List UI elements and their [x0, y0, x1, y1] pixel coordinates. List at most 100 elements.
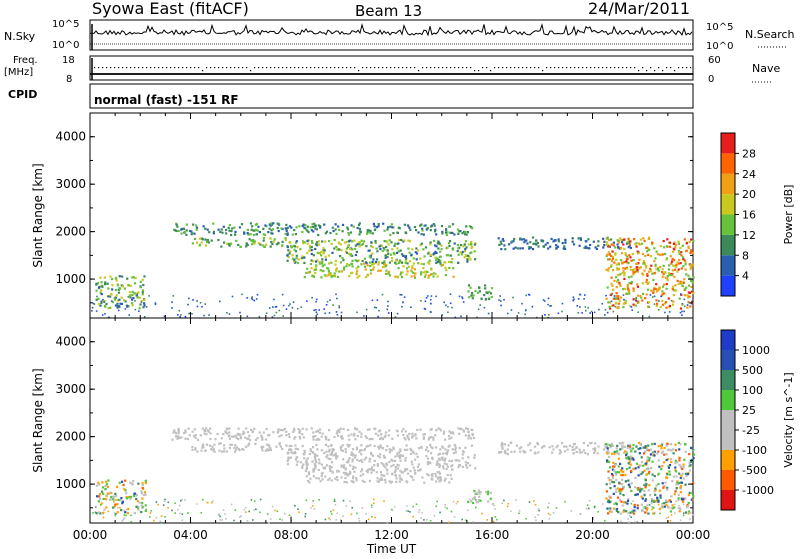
- data-cell: [246, 520, 249, 522]
- data-cell: [167, 501, 170, 504]
- data-cell: [683, 259, 686, 262]
- data-cell: [629, 446, 632, 450]
- data-cell: [358, 222, 361, 225]
- data-cell: [329, 458, 332, 461]
- data-cell: [632, 458, 635, 461]
- data-cell: [131, 304, 134, 307]
- data-cell: [93, 303, 96, 305]
- data-cell: [313, 462, 316, 466]
- data-cell: [450, 510, 453, 513]
- freq-point: [654, 70, 656, 72]
- data-cell: [102, 511, 105, 514]
- data-cell: [528, 246, 531, 249]
- data-cell: [450, 465, 453, 468]
- data-cell: [645, 463, 648, 466]
- data-cell: [612, 310, 615, 313]
- data-cell: [612, 461, 615, 464]
- data-cell: [613, 261, 616, 264]
- data-cell: [386, 240, 389, 243]
- data-cell: [426, 463, 430, 466]
- data-cell: [191, 313, 193, 315]
- data-cell: [661, 299, 664, 302]
- data-cell: [628, 254, 631, 257]
- data-cell: [440, 225, 444, 228]
- data-cell: [429, 229, 432, 232]
- data-cell: [237, 427, 240, 430]
- data-cell: [619, 442, 623, 445]
- data-cell: [143, 298, 146, 301]
- data-cell: [327, 267, 330, 270]
- data-cell: [451, 306, 453, 309]
- data-cell: [426, 519, 428, 521]
- data-cell: [458, 295, 461, 298]
- data-cell: [582, 449, 586, 452]
- data-cell: [217, 514, 220, 516]
- data-cell: [626, 446, 629, 449]
- data-cell: [333, 274, 336, 277]
- freq-point: [414, 67, 416, 69]
- data-cell: [434, 230, 437, 233]
- data-cell: [420, 233, 423, 236]
- data-cell: [124, 300, 127, 303]
- data-cell: [363, 448, 366, 452]
- data-cell: [311, 225, 315, 229]
- data-cell: [249, 439, 252, 442]
- data-cell: [583, 298, 585, 300]
- data-cell: [176, 435, 179, 438]
- data-cell: [616, 280, 619, 283]
- data-cell: [139, 280, 142, 283]
- data-cell: [122, 518, 125, 521]
- data-cell: [301, 445, 304, 448]
- data-cell: [611, 255, 614, 259]
- data-cell: [451, 248, 455, 251]
- data-cell: [411, 463, 414, 466]
- data-cell: [340, 437, 344, 440]
- data-cell: [243, 231, 246, 234]
- data-cell: [615, 294, 618, 298]
- data-cell: [461, 453, 464, 456]
- freq-point: [410, 67, 412, 69]
- data-cell: [473, 496, 476, 499]
- data-cell: [95, 289, 98, 292]
- data-cell: [624, 267, 627, 270]
- data-cell: [199, 434, 202, 437]
- data-cell: [682, 465, 685, 469]
- data-cell: [341, 256, 344, 260]
- data-cell: [644, 506, 647, 509]
- data-cell: [564, 238, 567, 241]
- data-cell: [320, 474, 323, 477]
- data-cell: [648, 270, 651, 273]
- data-cell: [579, 513, 582, 515]
- data-cell: [114, 288, 117, 292]
- data-cell: [342, 499, 345, 502]
- data-cell: [667, 500, 669, 503]
- colorbar-segment: [721, 430, 735, 450]
- data-cell: [131, 276, 134, 279]
- data-cell: [506, 448, 509, 451]
- data-cell: [655, 299, 658, 302]
- data-cell: [424, 448, 428, 451]
- freq-point: [650, 67, 652, 69]
- data-cell: [435, 505, 438, 507]
- data-cell: [635, 245, 638, 248]
- data-cell: [632, 447, 635, 450]
- freq-point: [258, 67, 260, 69]
- data-cell: [609, 444, 612, 447]
- data-cell: [521, 302, 523, 305]
- data-cell: [398, 227, 401, 230]
- nsky-bottom-tick: 10^0: [52, 40, 79, 51]
- data-cell: [395, 477, 398, 480]
- data-cell: [302, 223, 305, 226]
- data-cell: [679, 519, 682, 521]
- data-cell: [111, 277, 114, 281]
- data-cell: [354, 438, 357, 441]
- data-cell: [107, 479, 110, 482]
- data-cell: [684, 288, 687, 291]
- data-cell: [313, 222, 316, 225]
- data-cell: [414, 251, 417, 254]
- data-cell: [461, 450, 465, 453]
- data-cell: [672, 294, 675, 297]
- data-cell: [471, 292, 474, 295]
- data-cell: [335, 476, 338, 479]
- data-cell: [617, 511, 620, 514]
